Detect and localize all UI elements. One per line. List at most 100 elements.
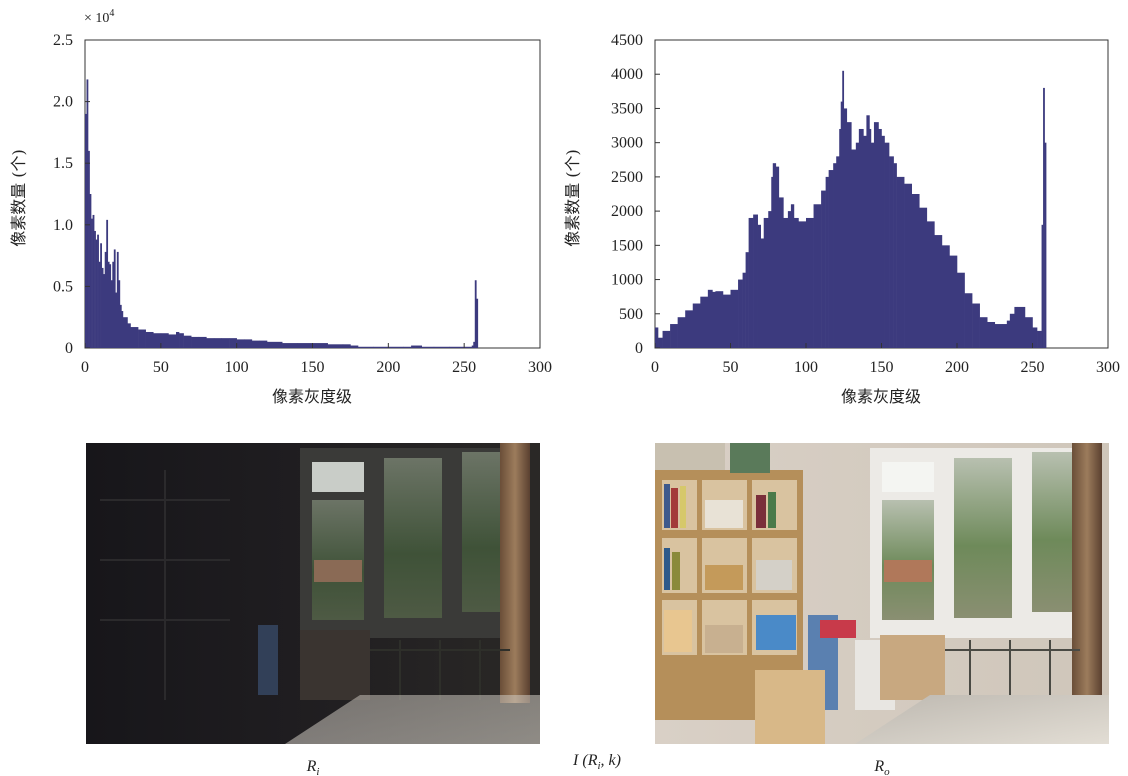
histogram-bar <box>870 142 875 348</box>
histogram-bar <box>115 292 118 348</box>
histogram-bar <box>1024 317 1033 348</box>
histogram-bar <box>94 230 96 348</box>
x-tick-label: 300 <box>1096 359 1120 376</box>
histogram-bar <box>473 341 476 348</box>
histogram-bar <box>677 317 686 348</box>
histogram-bar <box>760 238 765 348</box>
histogram-bar <box>95 239 98 348</box>
histogram-bar <box>98 261 101 348</box>
x-tick-label: 50 <box>153 359 169 376</box>
histogram-bar <box>662 330 671 348</box>
histogram-bar <box>1037 330 1041 348</box>
x-tick-label: 250 <box>452 359 476 376</box>
histogram-bar <box>449 346 465 348</box>
histogram-bar <box>421 346 435 348</box>
histogram-bar <box>707 289 713 348</box>
histogram-bar <box>91 218 93 348</box>
histogram-bar <box>771 176 774 348</box>
histogram-bar <box>828 170 834 348</box>
histogram-bar <box>896 176 905 348</box>
histogram-bar <box>92 214 95 348</box>
histogram-bar <box>110 280 113 348</box>
histogram-bar <box>775 166 780 348</box>
histogram-bar <box>934 235 943 348</box>
histogram-bar <box>949 255 958 348</box>
histogram-bar <box>742 272 746 348</box>
histogram-bar <box>712 291 716 348</box>
histogram-bar <box>342 344 351 348</box>
histogram-bar <box>1014 306 1018 348</box>
histogram-bar <box>350 345 359 348</box>
histogram-bar <box>464 346 473 348</box>
histogram-bar <box>168 334 177 348</box>
x-axis-label: 像素灰度级 <box>272 387 352 406</box>
histogram-bar <box>388 346 404 348</box>
histogram-bar <box>772 163 777 348</box>
histogram-bar <box>813 204 822 348</box>
histogram-bar <box>748 217 754 348</box>
histogram-bar <box>840 101 843 348</box>
histogram-bar <box>700 296 709 348</box>
y-tick-label: 0.5 <box>53 278 73 295</box>
y-axis-label: 像素数量 (个) <box>563 149 582 247</box>
histogram-bar <box>179 333 184 348</box>
x-tick-label: 0 <box>651 359 659 376</box>
histogram-bar <box>763 217 769 348</box>
histogram-bar <box>312 343 328 348</box>
histogram-bar <box>191 336 200 348</box>
histogram-bar <box>1006 320 1011 348</box>
histogram-bar <box>904 183 912 348</box>
histogram-bar <box>474 280 477 348</box>
y-tick-label: 2000 <box>611 203 643 220</box>
histogram-bar <box>1017 306 1026 348</box>
histogram-bar <box>1032 327 1038 348</box>
histogram-bar <box>1009 313 1015 348</box>
histogram-bar <box>833 163 837 348</box>
y-tick-label: 500 <box>619 306 643 323</box>
histogram-bar <box>825 176 829 348</box>
histogram-bar <box>213 338 222 348</box>
histogram-bar <box>745 252 749 348</box>
x-tick-label: 200 <box>376 359 400 376</box>
histogram-bar <box>878 128 882 348</box>
histogram-bar <box>415 345 422 348</box>
y-tick-label: 3500 <box>611 100 643 117</box>
histogram-bar <box>658 337 663 348</box>
x-tick-label: 150 <box>301 359 325 376</box>
histogram-bar <box>972 303 980 348</box>
histogram-bar <box>846 122 852 348</box>
histogram-bar <box>884 142 890 348</box>
histogram-bar <box>411 345 416 348</box>
histogram-bar <box>768 211 772 348</box>
input-photo <box>86 443 540 744</box>
x-tick-label: 150 <box>870 359 894 376</box>
histogram-bar <box>806 217 814 348</box>
y-axis-label: 像素数量 (个) <box>9 149 28 247</box>
histogram-bar <box>118 280 121 348</box>
histogram-bar <box>858 128 864 348</box>
x-tick-label: 300 <box>528 359 552 376</box>
histogram-bar <box>893 163 897 348</box>
x-tick-label: 0 <box>81 359 89 376</box>
histogram-bar <box>113 249 116 348</box>
histogram-bar <box>778 197 784 348</box>
plot-frame <box>84 39 541 349</box>
histogram-bar <box>692 303 701 348</box>
histogram-bar <box>851 149 857 348</box>
histogram-bar <box>964 293 973 348</box>
histogram-bar <box>730 289 739 348</box>
x-tick-label: 100 <box>794 359 818 376</box>
histogram-bar <box>145 331 154 348</box>
histogram-bar <box>1044 142 1047 348</box>
caption-input: Ri <box>306 758 320 776</box>
output-photo <box>655 443 1109 744</box>
histogram-bar <box>911 194 920 348</box>
histogram-bar <box>121 311 124 348</box>
histogram-bars <box>655 70 1047 349</box>
x-tick-label: 50 <box>723 359 739 376</box>
histogram-bar <box>119 304 122 348</box>
caption-output: Ro <box>873 758 890 776</box>
y-tick-label: 0 <box>65 340 73 357</box>
histogram-bar <box>89 194 92 348</box>
histogram-bar <box>251 340 260 348</box>
